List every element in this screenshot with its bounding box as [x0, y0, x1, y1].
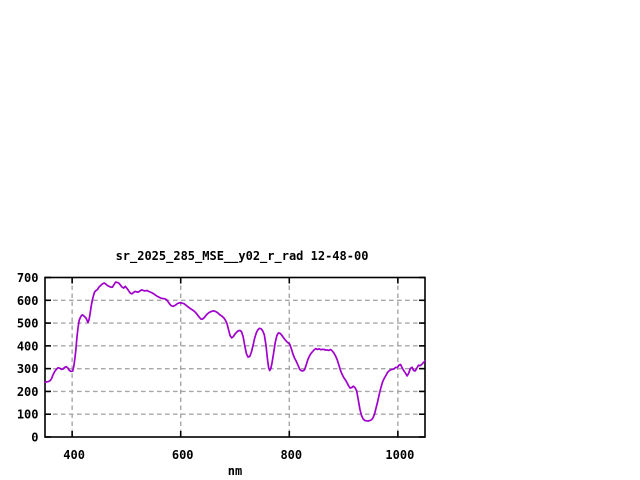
y-tick-label: 0 [31, 431, 38, 445]
x-tick-label: 800 [280, 448, 302, 462]
x-tick-label: 1000 [385, 448, 414, 462]
plot-border [44, 276, 426, 438]
y-tick-label: 300 [17, 362, 39, 376]
chart-title: sr_2025_285_MSE__y02_r_rad 12-48-00 [115, 249, 369, 263]
spectrum-line [44, 281, 426, 422]
y-tick-label: 100 [17, 408, 39, 422]
x-tick-label: 400 [63, 448, 85, 462]
y-tick-label: 700 [17, 271, 39, 285]
y-tick-label: 600 [17, 294, 39, 308]
y-tick-label: 500 [17, 317, 39, 331]
y-tick-label: 200 [17, 385, 39, 399]
y-tick-label: 400 [17, 339, 39, 353]
x-tick-label: 600 [172, 448, 194, 462]
x-axis-label: nm [227, 464, 243, 478]
